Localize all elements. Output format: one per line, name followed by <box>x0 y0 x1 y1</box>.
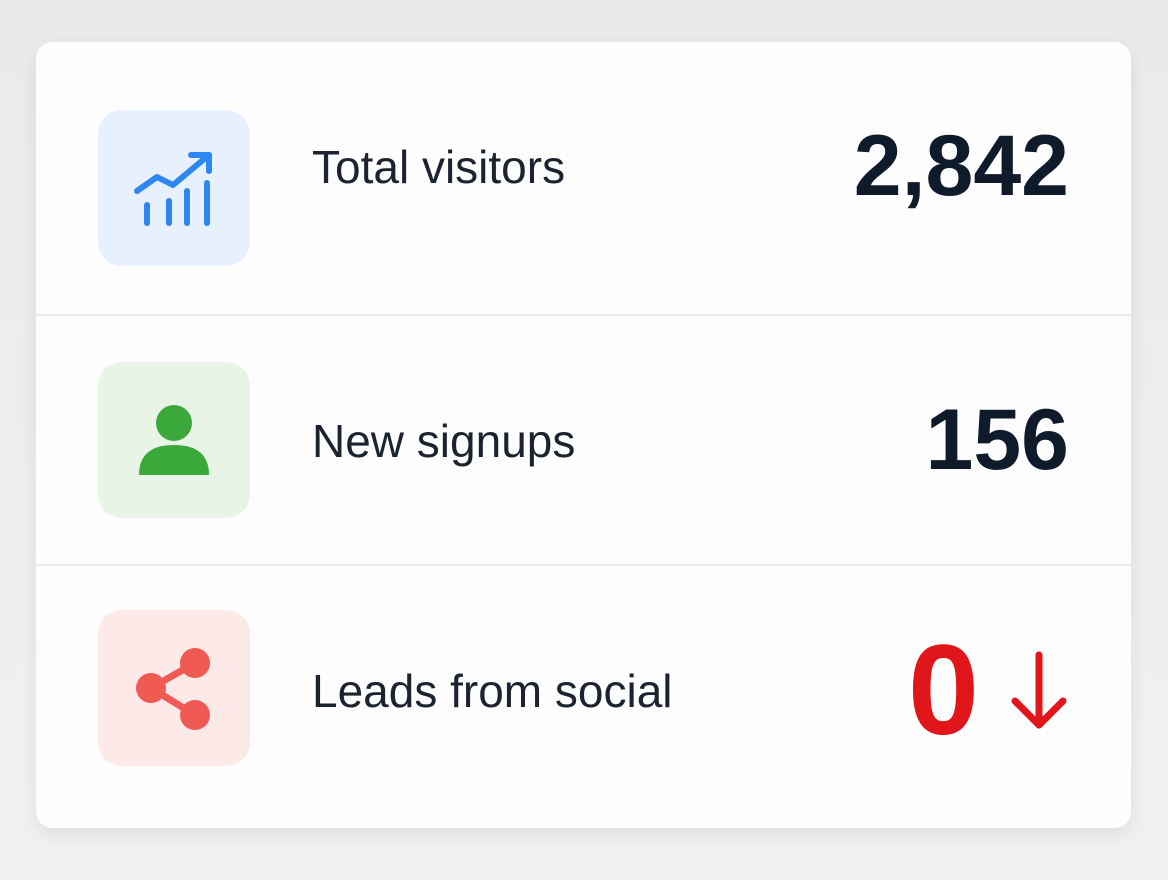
user-icon <box>139 405 209 475</box>
stat-row: Leads from social 0 <box>36 564 1131 815</box>
icon-box <box>98 362 250 518</box>
stat-row: New signups 156 <box>36 314 1131 565</box>
stat-label: Leads from social <box>312 664 673 717</box>
stat-value-group: 0 <box>908 617 1069 764</box>
share-icon <box>136 648 210 730</box>
stat-label: New signups <box>312 414 576 467</box>
icon-box <box>98 610 250 766</box>
icon-box <box>98 110 250 266</box>
stats-card: Total visitors 2,842 New signups 156 Lea… <box>36 42 1131 828</box>
stat-value: 156 <box>925 392 1070 488</box>
stat-row: Total visitors 2,842 <box>36 42 1131 291</box>
stat-label: Total visitors <box>312 140 566 193</box>
stat-value: 2,842 <box>853 118 1069 214</box>
stat-value: 0 <box>907 619 979 762</box>
trend-icon <box>134 152 212 226</box>
down-arrow <box>1011 651 1067 728</box>
